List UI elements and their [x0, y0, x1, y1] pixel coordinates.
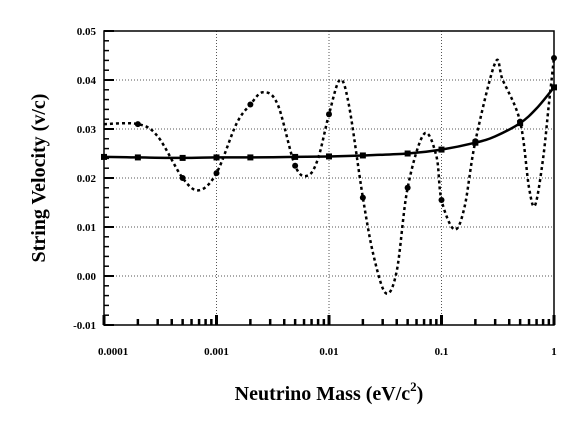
solid-series-point [438, 146, 445, 153]
x-tick-label: 1 [551, 346, 557, 358]
dashed-series-point [404, 184, 411, 191]
y-tick-label: 0.03 [77, 124, 97, 136]
y-tick-label: 0.04 [77, 75, 97, 87]
solid-series-point [179, 154, 186, 161]
minor-ticks [102, 30, 556, 326]
dashed-series-point [213, 170, 220, 177]
y-tick-label: 0.02 [77, 173, 97, 185]
x-tick-label: 0.1 [435, 346, 449, 358]
y-axis-title: String Velocity (v/c) [28, 94, 50, 263]
solid-series-point [213, 154, 220, 161]
dashed-series-point [359, 194, 366, 201]
y-tick-label: 0.05 [77, 26, 97, 38]
y-tick-labels: -0.01 0.00 0.01 0.02 0.03 0.04 0.05 [73, 26, 96, 332]
solid-series-point [359, 152, 366, 159]
dashed-series-point [517, 118, 524, 125]
x-axis-title-suffix: ) [417, 383, 424, 405]
dashed-series-point [472, 138, 479, 145]
x-tick-label: 0.0001 [98, 346, 128, 358]
dashed-series-line [103, 57, 556, 295]
solid-series-point [326, 153, 332, 160]
dashed-series-point [326, 111, 332, 118]
solid-series-point [292, 153, 299, 160]
x-axis-title-main: Neutrino Mass (eV/c [235, 383, 411, 405]
y-tick-label: 0.00 [77, 271, 97, 283]
dashed-series-point [134, 121, 141, 128]
dashed-series-point [292, 162, 299, 169]
dashed-series-point [247, 101, 254, 108]
dashed-series-point [438, 197, 445, 204]
solid-series-point [404, 150, 411, 157]
y-tick-label: 0.01 [77, 222, 96, 234]
y-tick-label: -0.01 [73, 320, 96, 332]
x-tick-labels: 0.0001 0.001 0.01 0.1 1 [98, 346, 557, 358]
x-tick-label: 0.01 [319, 346, 338, 358]
solid-series-point [247, 154, 254, 161]
x-axis-title-superscript: 2 [410, 379, 417, 394]
x-tick-label: 0.001 [204, 346, 229, 358]
plot-frame [103, 30, 555, 326]
solid-series-point [134, 154, 141, 161]
x-axis-title: Neutrino Mass (eV/c2) [235, 379, 424, 405]
dashed-series-point [179, 175, 186, 181]
